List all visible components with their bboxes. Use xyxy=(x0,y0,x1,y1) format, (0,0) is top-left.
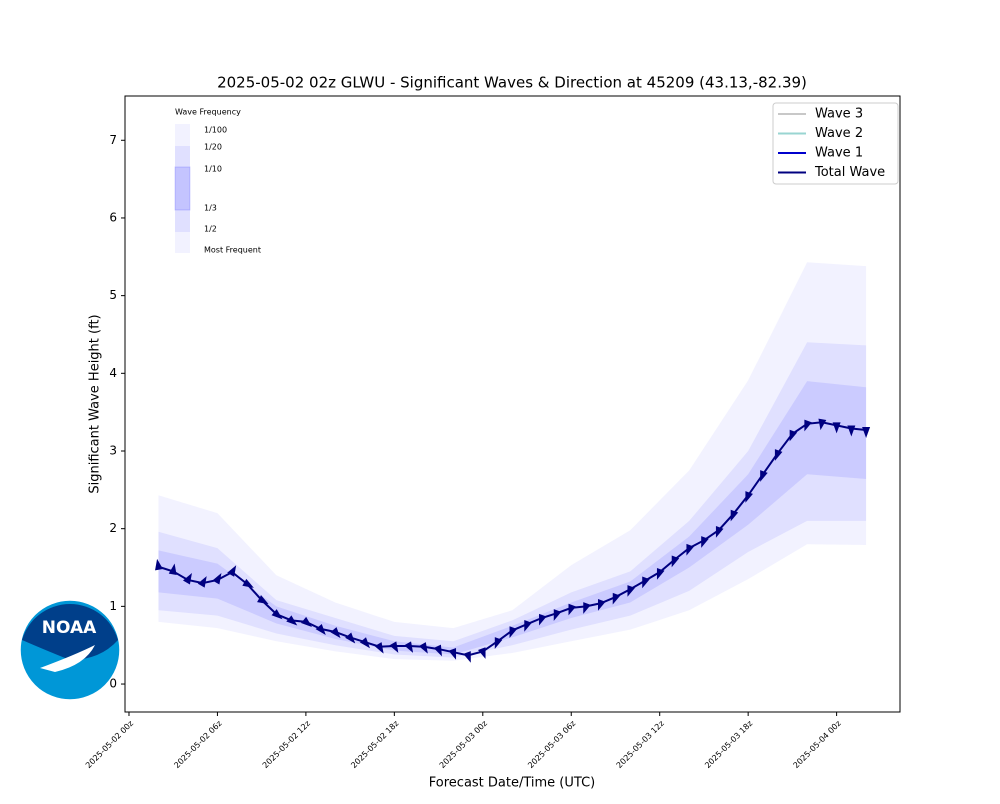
direction-arrow xyxy=(539,613,547,626)
direction-arrow xyxy=(389,641,399,653)
frequency-key: Wave Frequency 1/100 1/20 1/10 1/3 1/2 M… xyxy=(174,108,261,255)
key-label: Most Frequent xyxy=(204,246,261,255)
direction-arrow xyxy=(212,573,222,585)
y-tick-label: 4 xyxy=(109,366,117,380)
direction-arrow xyxy=(627,585,636,597)
direction-arrow xyxy=(271,609,283,620)
frequency-band xyxy=(158,262,867,661)
direction-arrow xyxy=(656,567,665,580)
key-label: 1/20 xyxy=(204,143,222,152)
key-label: 1/2 xyxy=(204,225,217,234)
direction-arrow xyxy=(701,536,709,548)
legend-label: Wave 3 xyxy=(815,107,863,122)
x-tick-label: 2025-05-03 00z xyxy=(438,719,489,770)
legend-box xyxy=(772,102,899,185)
direction-arrow xyxy=(671,555,680,568)
x-tick-label: 2025-05-03 12z xyxy=(615,719,666,770)
direction-arrow xyxy=(242,578,254,588)
legend-label: Wave 2 xyxy=(815,126,863,141)
direction-arrow xyxy=(494,637,503,649)
direction-arrow xyxy=(227,565,237,577)
x-tick-label: 2025-05-03 18z xyxy=(703,719,754,770)
direction-arrow xyxy=(612,592,621,605)
direction-arrow xyxy=(404,641,414,653)
plot-frame xyxy=(124,95,901,713)
y-tick-label: 0 xyxy=(109,677,117,691)
logo-gull xyxy=(40,645,95,672)
direction-arrow xyxy=(448,647,457,660)
direction-arrow xyxy=(359,637,370,649)
direction-arrow xyxy=(374,642,384,654)
direction-arrow xyxy=(155,558,163,571)
direction-arrow xyxy=(832,422,841,434)
direction-arrow xyxy=(433,644,442,657)
direction-arrow xyxy=(478,647,486,659)
logo-ring xyxy=(19,599,121,701)
direction-arrow xyxy=(315,624,326,636)
direction-arrow xyxy=(553,609,562,621)
x-tick-label: 2025-05-03 06z xyxy=(526,719,577,770)
key-swatch xyxy=(175,146,190,232)
x-tick-label: 2025-05-04 00z xyxy=(792,719,843,770)
key-title: Wave Frequency xyxy=(175,108,241,117)
direction-arrow xyxy=(583,602,591,614)
key-swatch xyxy=(175,124,190,253)
y-axis-label: Significant Wave Height (ft) xyxy=(88,314,103,493)
direction-arrow xyxy=(642,576,650,589)
direction-arrow xyxy=(509,626,518,638)
logo-text: NOAA xyxy=(42,618,97,638)
key-swatch xyxy=(174,166,191,211)
key-label: 1/100 xyxy=(204,126,227,135)
y-tick-label: 3 xyxy=(109,443,117,457)
noaa-logo: NOAA xyxy=(19,599,121,701)
legend-label: Total Wave xyxy=(814,165,885,180)
direction-arrow xyxy=(301,616,313,628)
x-tick-label: 2025-05-02 12z xyxy=(261,719,312,770)
direction-arrow xyxy=(730,509,739,522)
legend-label: Wave 1 xyxy=(815,146,863,161)
direction-arrow xyxy=(847,425,856,437)
direction-arrow xyxy=(818,418,827,431)
direction-arrow xyxy=(774,449,783,461)
chart-title: 2025-05-02 02z GLWU - Significant Waves … xyxy=(217,74,807,92)
frequency-band xyxy=(158,381,867,655)
key-label: 1/10 xyxy=(204,165,222,174)
direction-arrow xyxy=(197,576,207,588)
direction-arrow xyxy=(745,491,753,503)
direction-arrow xyxy=(345,632,356,644)
x-tick-label: 2025-05-02 00z xyxy=(84,719,135,770)
y-tick-label: 2 xyxy=(109,521,117,535)
direction-arrow xyxy=(862,427,871,439)
x-tick-label: 2025-05-02 06z xyxy=(172,719,223,770)
direction-arrow xyxy=(686,543,694,556)
direction-arrow xyxy=(568,603,577,616)
direction-arrow xyxy=(597,599,606,611)
direction-arrow xyxy=(168,563,177,576)
key-label: 1/3 xyxy=(204,204,217,213)
key-swatch xyxy=(175,167,190,210)
direction-arrow xyxy=(286,615,298,626)
direction-arrow xyxy=(715,526,724,538)
direction-arrow xyxy=(418,642,428,654)
y-tick-label: 7 xyxy=(109,133,117,147)
direction-arrow xyxy=(257,595,269,605)
direction-arrow xyxy=(760,470,768,482)
x-tick-label: 2025-05-02 18z xyxy=(349,719,400,770)
direction-arrow xyxy=(804,419,812,432)
direction-arrow xyxy=(182,573,192,585)
y-tick-label: 5 xyxy=(109,288,117,302)
x-axis-label: Forecast Date/Time (UTC) xyxy=(429,776,595,791)
direction-arrow xyxy=(524,620,532,632)
direction-arrow xyxy=(789,429,798,442)
y-tick-label: 6 xyxy=(109,210,117,224)
frequency-band xyxy=(158,342,867,658)
direction-arrow xyxy=(330,627,341,639)
y-tick-label: 1 xyxy=(109,599,117,613)
direction-arrow xyxy=(463,651,471,663)
